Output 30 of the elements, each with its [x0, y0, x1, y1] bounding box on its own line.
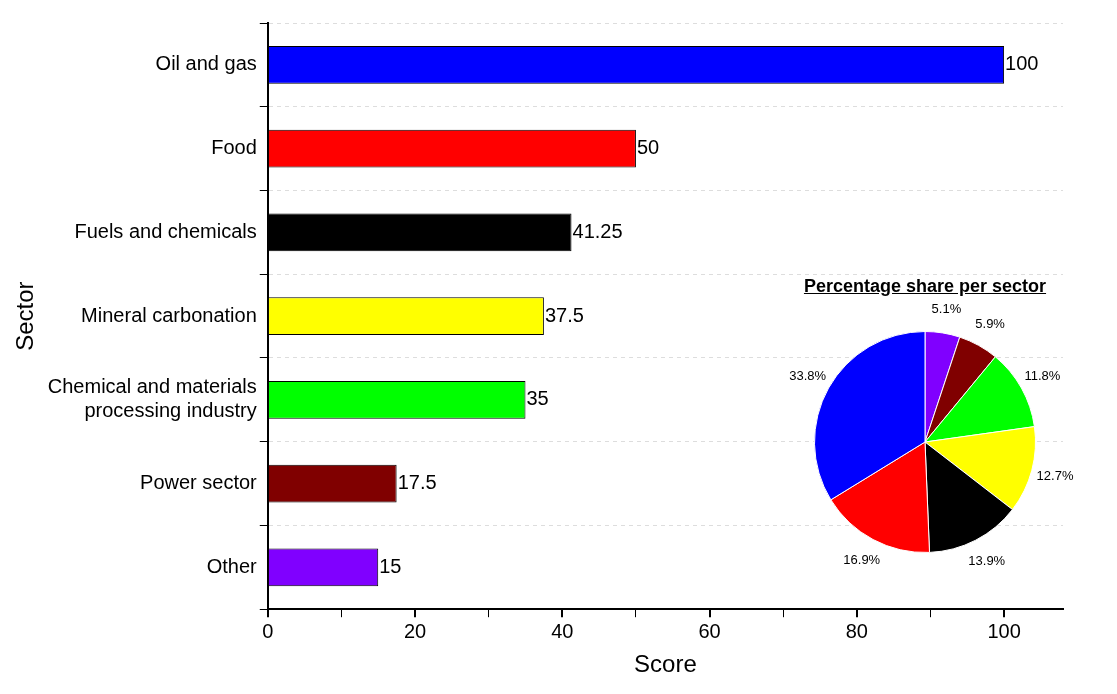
y-tick-label: Other — [206, 554, 258, 577]
x-tick-label: 100 — [987, 619, 1021, 642]
data-label: 16.9% — [843, 552, 881, 568]
x-tick-label: 60 — [698, 619, 721, 642]
data-label: 100 — [1005, 52, 1039, 75]
y-tick-label: Food — [211, 136, 257, 159]
y-tick-label: Chemical and materials processing industry — [47, 375, 257, 422]
data-label: 13.9% — [968, 553, 1006, 569]
data-label: 12.7% — [1036, 468, 1074, 484]
x-tick-label: 40 — [551, 619, 574, 642]
y-tick-label: Power sector — [140, 471, 258, 494]
x-tick-label: 0 — [262, 619, 274, 642]
data-label: 15 — [379, 554, 402, 577]
x-axis-title: Score — [634, 650, 697, 678]
data-label: 11.8% — [1024, 367, 1061, 383]
x-tick-label: 80 — [845, 619, 868, 642]
data-label: 50 — [636, 136, 660, 159]
chart-title: Percentage share per sector — [802, 276, 1048, 297]
x-tick-label: 20 — [403, 619, 427, 642]
data-label: 5.1% — [931, 300, 962, 316]
data-label: 35 — [526, 387, 549, 410]
y-tick-label: Fuels and chemicals — [74, 219, 257, 242]
data-label: 33.8% — [789, 367, 827, 383]
y-axis-title: Sector — [11, 281, 39, 351]
y-tick-label: Oil and gas — [155, 52, 257, 75]
data-label: 41.25 — [572, 219, 623, 242]
y-tick-label: Mineral carbonation — [81, 303, 257, 326]
data-label: 17.5 — [397, 471, 437, 494]
data-label: 37.5 — [544, 303, 584, 326]
data-label: 5.9% — [975, 315, 1006, 331]
